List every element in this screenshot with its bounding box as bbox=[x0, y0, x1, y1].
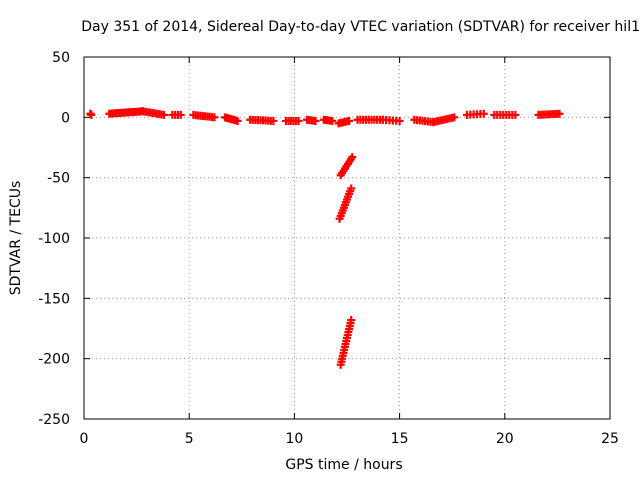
data-point bbox=[269, 116, 278, 125]
y-tick-label: -150 bbox=[38, 291, 70, 307]
x-tick-label: 5 bbox=[185, 431, 194, 447]
data-point bbox=[347, 184, 356, 193]
x-tick-label: 25 bbox=[601, 431, 619, 447]
data-point bbox=[87, 110, 96, 119]
data-point bbox=[395, 116, 404, 125]
data-points bbox=[86, 107, 564, 369]
data-point bbox=[311, 116, 320, 125]
data-point bbox=[479, 109, 488, 118]
y-tick-label: -250 bbox=[38, 412, 70, 428]
y-tick-label: 50 bbox=[52, 50, 70, 66]
data-point bbox=[176, 110, 185, 119]
data-point bbox=[348, 153, 357, 162]
chart-title: Day 351 of 2014, Sidereal Day-to-day VTE… bbox=[81, 19, 640, 35]
x-tick-label: 10 bbox=[285, 431, 303, 447]
y-tick-label: -50 bbox=[47, 171, 70, 187]
data-point bbox=[210, 113, 219, 122]
data-point bbox=[555, 109, 564, 118]
data-point bbox=[159, 110, 168, 119]
x-tick-label: 20 bbox=[496, 431, 514, 447]
data-point bbox=[294, 116, 303, 125]
data-point bbox=[450, 113, 459, 122]
data-point bbox=[345, 116, 354, 125]
y-axis-label: SDTVAR / TECUs bbox=[8, 181, 24, 296]
y-tick-label: -100 bbox=[38, 231, 70, 247]
x-axis-label: GPS time / hours bbox=[285, 457, 402, 473]
y-tick-label: 0 bbox=[61, 110, 70, 126]
plot-frame bbox=[83, 56, 611, 420]
data-point bbox=[511, 110, 520, 119]
data-point bbox=[328, 116, 337, 125]
y-tick-label: -200 bbox=[38, 352, 70, 368]
x-tick-label: 0 bbox=[80, 431, 89, 447]
data-point bbox=[347, 316, 356, 325]
data-point bbox=[233, 116, 242, 125]
x-tick-label: 15 bbox=[391, 431, 409, 447]
